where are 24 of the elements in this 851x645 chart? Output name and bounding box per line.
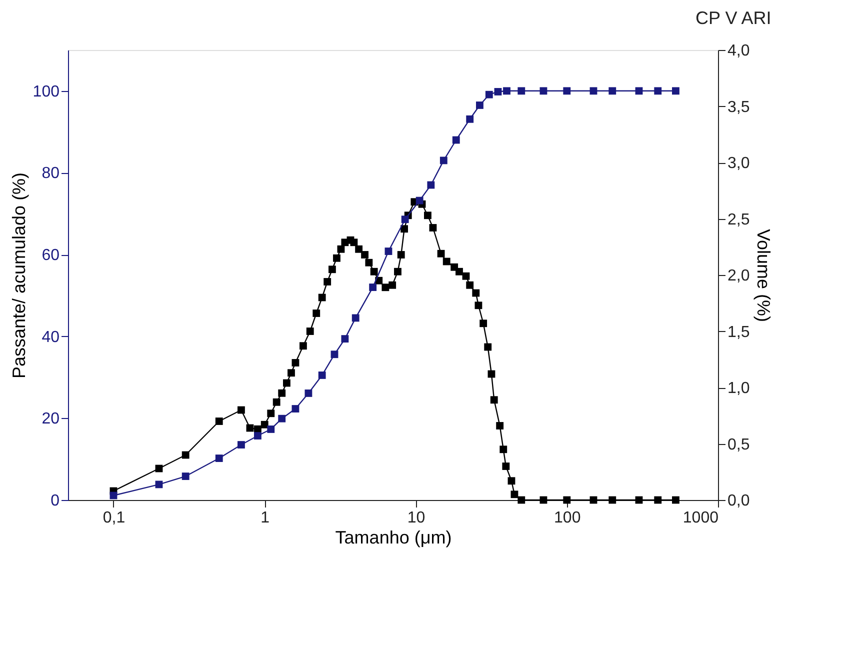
y2-tick-label: 4,0 (728, 42, 750, 60)
y2-tick-label: 1,5 (728, 324, 750, 341)
y-tick-label: 0 (50, 492, 60, 510)
y2-tick-label: 0,0 (728, 492, 750, 510)
y-tick-label: 80 (42, 165, 60, 182)
y2-tick-label: 2,0 (728, 268, 750, 284)
chart-subtitle: CP V ARI (696, 8, 772, 28)
y-tick-label: 20 (42, 410, 60, 428)
y-tick-label: 60 (42, 247, 60, 264)
y-tick-label: 40 (42, 328, 60, 346)
y2-tick-label: 3,5 (728, 98, 750, 116)
y2-axis-title: Volume (%) (754, 228, 774, 322)
x-axis-title: Tamanho (μm) (335, 528, 452, 548)
y2-tick-label: 2,5 (728, 211, 750, 228)
y2-tick-label: 0,5 (728, 436, 750, 454)
x-tick-label: 0,1 (102, 510, 126, 526)
x-tick-label: 10 (407, 510, 426, 526)
x-tick-label: 1000 (682, 510, 719, 526)
x-tick-label: 1 (260, 510, 270, 526)
y-tick-label: 100 (32, 83, 60, 100)
y2-tick-label: 1,0 (728, 380, 750, 397)
y-axis-title: Passante/ acumulado (%) (8, 172, 29, 379)
y2-tick-label: 3,0 (728, 155, 750, 172)
x-tick-label: 100 (554, 510, 581, 526)
